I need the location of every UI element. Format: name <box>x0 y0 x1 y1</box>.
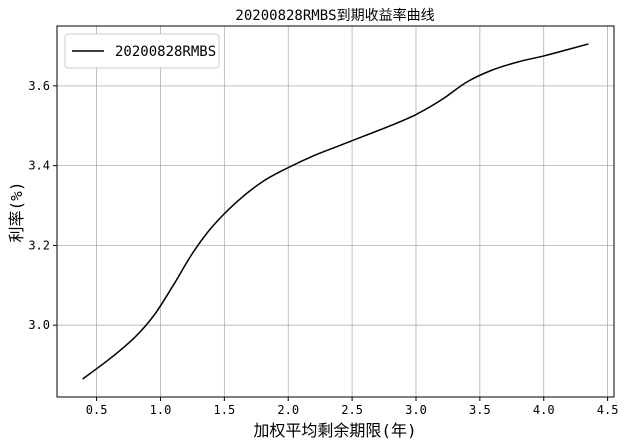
y-axis-label: 利率(%) <box>7 182 26 243</box>
series-line <box>82 43 589 380</box>
chart-title: 20200828RMBS到期收益率曲线 <box>235 7 434 24</box>
x-tick-label: 1.5 <box>214 403 236 417</box>
plot-area-frame <box>56 25 615 398</box>
y-tick-label: 3.0 <box>28 318 50 332</box>
x-tick-label: 3.5 <box>469 403 491 417</box>
y-tick-label: 3.6 <box>28 79 50 93</box>
y-axis-ticks: 3.0 3.2 3.4 3.6 <box>28 79 57 332</box>
x-tick-label: 0.5 <box>86 403 108 417</box>
x-tick-label: 4.0 <box>533 403 555 417</box>
x-tick-label: 1.0 <box>150 403 172 417</box>
x-tick-label: 3.0 <box>405 403 427 417</box>
series-layer <box>82 43 589 380</box>
x-tick-label: 4.5 <box>597 403 619 417</box>
x-axis-label: 加权平均剩余期限(年) <box>253 421 416 440</box>
x-tick-label: 2.5 <box>341 403 363 417</box>
grid-lines <box>57 26 614 397</box>
x-tick-label: 2.0 <box>277 403 299 417</box>
legend: 20200828RMBS <box>64 33 220 69</box>
y-tick-label: 3.2 <box>28 238 50 252</box>
x-axis-ticks: 0.5 1.0 1.5 2.0 2.5 3.0 3.5 4.0 4.5 <box>86 397 619 417</box>
legend-box <box>64 33 220 69</box>
y-tick-label: 3.4 <box>28 159 50 173</box>
legend-entry-label: 20200828RMBS <box>115 44 216 60</box>
